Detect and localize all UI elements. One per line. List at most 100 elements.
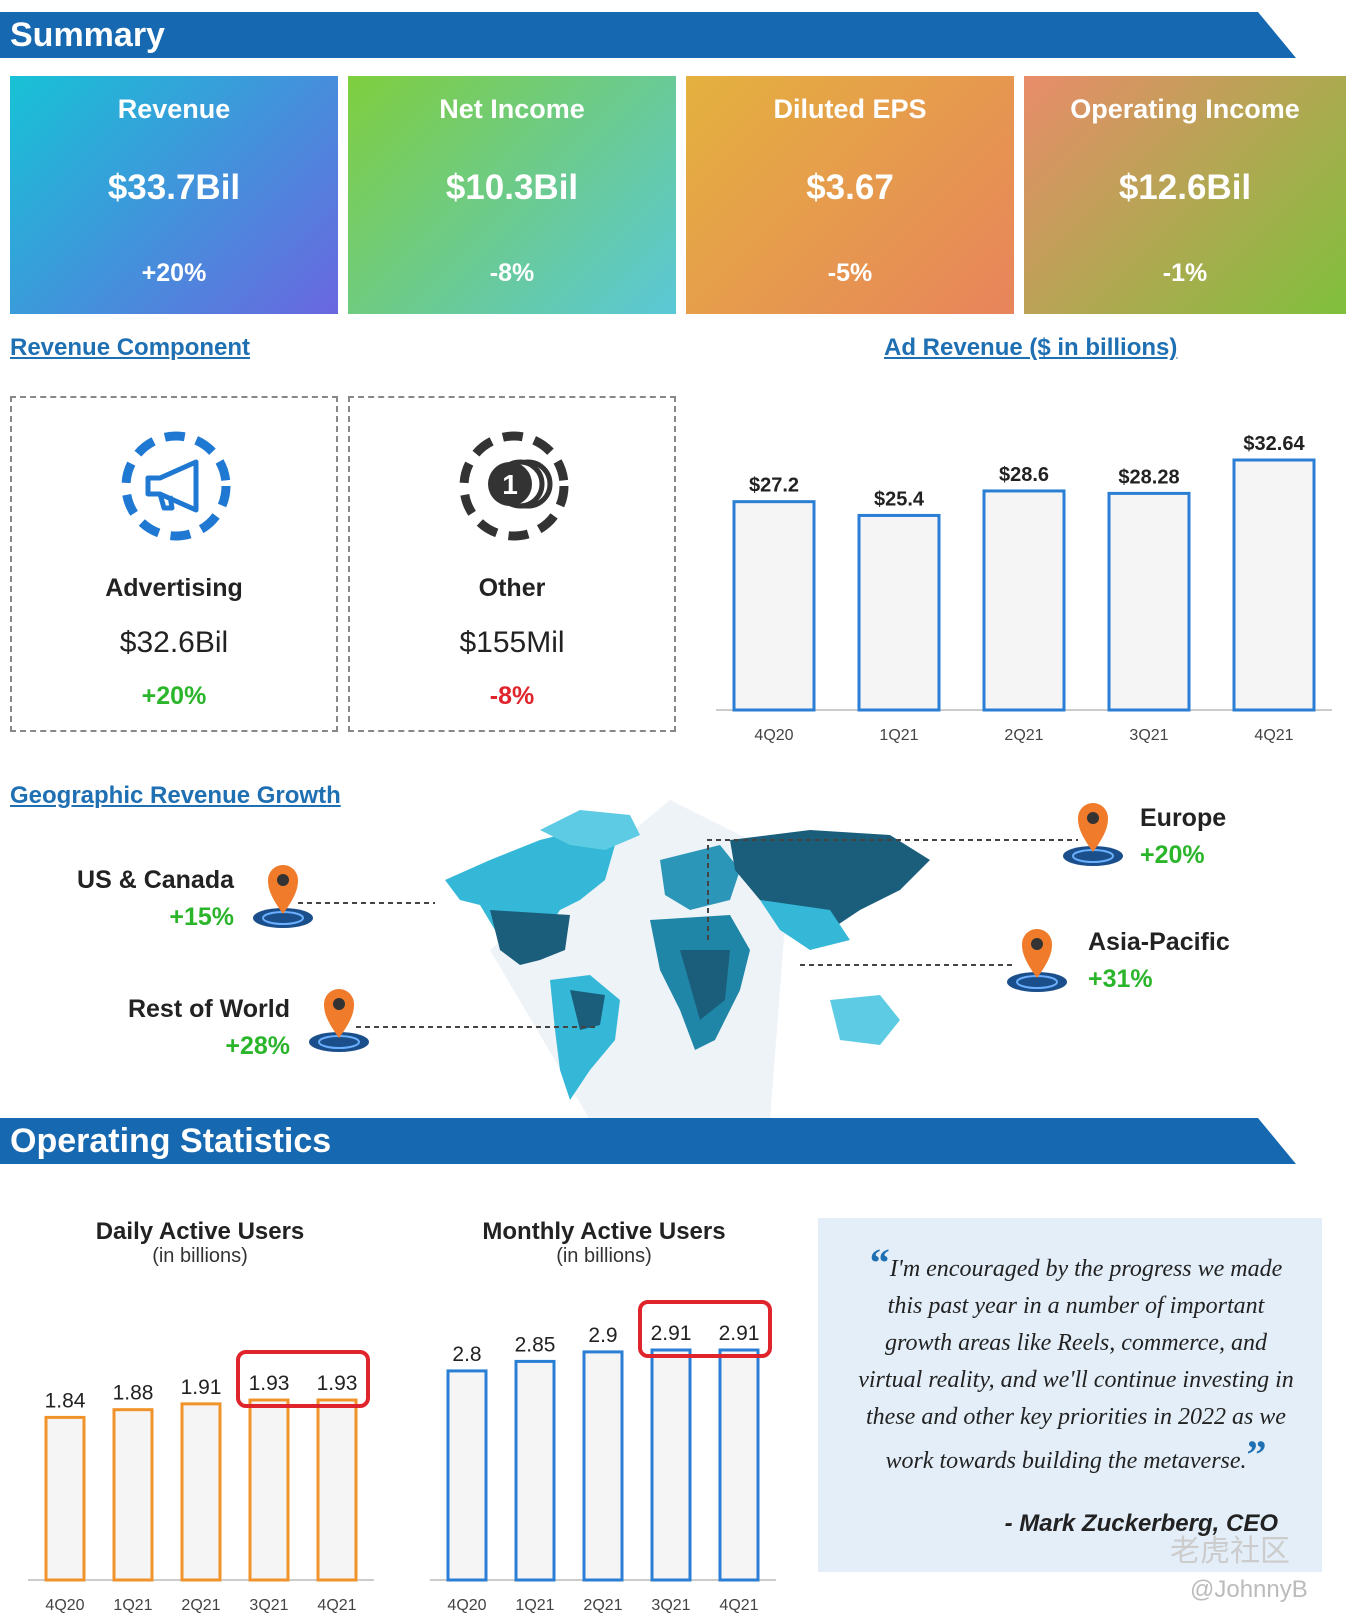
card-change: -8% (489, 259, 535, 287)
card-change: -1% (1162, 259, 1208, 287)
geo-revenue-link[interactable]: Geographic Revenue Growth (10, 782, 341, 809)
other-box: 1 Other $155Mil -8% (348, 396, 676, 732)
data-label: 2.8 (452, 1343, 481, 1366)
watermark-user: @JohnnyB (1190, 1576, 1308, 1603)
component-name: Other (478, 574, 546, 602)
data-label: $25.4 (874, 488, 925, 510)
region-name: US & Canada (77, 866, 234, 894)
summary-title: Summary (10, 16, 165, 54)
bar (446, 1369, 488, 1582)
region-asia-pacific: Asia-Pacific +31% (1088, 928, 1230, 994)
dau-subtitle: (in billions) (152, 1245, 248, 1267)
close-quote-icon: ” (1246, 1432, 1267, 1477)
card-label: Net Income (439, 94, 585, 124)
bar (718, 1348, 760, 1582)
data-label: $27.2 (749, 475, 799, 497)
quote-author: - Mark Zuckerberg, CEO (1004, 1510, 1278, 1537)
watermark-brand: 老虎社区 (1170, 1535, 1290, 1568)
tick-label: 4Q20 (754, 727, 793, 744)
megaphone-icon (121, 431, 231, 541)
ad-revenue-chart: $27.2 4Q20 $25.4 1Q21 $28.6 2Q21 $28.28 3Q21 $32… (716, 433, 1332, 744)
bar (650, 1348, 692, 1582)
mau-subtitle: (in billions) (556, 1245, 652, 1267)
operating-statistics-banner: Operating Statistics (0, 1118, 1300, 1166)
tick-label: 2Q21 (181, 1597, 220, 1614)
south-america-shape (550, 975, 620, 1100)
mau-title: Monthly Active Users (482, 1218, 726, 1245)
data-label: 2.91 (719, 1322, 760, 1345)
dau-chart: 1.84 4Q20 1.88 1Q21 1.91 2Q21 1.93 3Q21 1.93 4Q21 (28, 1350, 374, 1614)
card-change: +20% (141, 259, 207, 287)
tick-label: 1Q21 (879, 727, 918, 744)
revenue-component-link[interactable]: Revenue Component (10, 334, 251, 361)
tick-label: 4Q21 (317, 1597, 356, 1614)
revenue-card: Revenue $33.7Bil +20% (10, 76, 338, 314)
bar (982, 489, 1066, 712)
tick-label: 4Q21 (1254, 727, 1293, 744)
asia-shape (730, 830, 930, 950)
tick-label: 1Q21 (515, 1597, 554, 1614)
card-label: Revenue (117, 94, 231, 124)
tick-label: 2Q21 (583, 1597, 622, 1614)
region-change: +31% (1088, 965, 1153, 993)
card-label: Operating Income (1070, 94, 1300, 124)
location-pin-icon (309, 989, 369, 1052)
summary-banner: Summary (0, 12, 1300, 60)
highlight-box (638, 1300, 772, 1358)
svg-text:1: 1 (502, 469, 518, 500)
card-value: $10.3Bil (445, 168, 579, 207)
bar (857, 513, 941, 712)
bar (44, 1415, 86, 1582)
operating-statistics-title: Operating Statistics (10, 1122, 332, 1160)
component-change: +20% (141, 682, 207, 710)
region-change: +20% (1140, 841, 1205, 869)
ceo-quote-box: “I'm encouraged by the progress we made … (818, 1218, 1322, 1572)
data-label: 2.91 (651, 1322, 692, 1345)
highlight-box (236, 1350, 370, 1408)
open-quote-icon: “ (869, 1240, 890, 1285)
component-change: -8% (489, 682, 535, 710)
bar (732, 500, 816, 712)
region-name: Asia-Pacific (1088, 928, 1230, 956)
component-amount: $32.6Bil (119, 626, 229, 659)
location-pin-icon (1063, 803, 1123, 866)
bar (248, 1398, 290, 1582)
data-label: 1.88 (113, 1382, 154, 1405)
data-label: $28.28 (1118, 466, 1179, 488)
card-value: $33.7Bil (107, 168, 241, 207)
card-change: -5% (827, 259, 873, 287)
data-label: 2.9 (588, 1324, 617, 1347)
data-label: $28.6 (999, 464, 1049, 486)
region-europe: Europe +20% (1140, 804, 1226, 870)
component-name: Advertising (105, 574, 243, 602)
world-map (445, 800, 930, 1120)
location-pin-icon (1007, 929, 1067, 992)
component-amount: $155Mil (459, 626, 565, 659)
bar (1107, 491, 1191, 712)
ad-revenue-link[interactable]: Ad Revenue ($ in billions) (884, 334, 1178, 361)
bar (180, 1402, 222, 1582)
quote-body: I'm encouraged by the progress we made t… (858, 1256, 1294, 1474)
region-rest-of-world: Rest of World +28% (110, 995, 290, 1061)
mau-chart: 2.8 4Q20 2.85 1Q21 2.9 2Q21 2.91 3Q21 2.91 4Q21 (430, 1300, 776, 1614)
data-label: 2.85 (515, 1333, 556, 1356)
advertising-box: Advertising $32.6Bil +20% (10, 396, 338, 732)
region-change: +15% (169, 903, 234, 931)
data-label: 1.91 (181, 1376, 222, 1399)
tick-label: 4Q20 (45, 1597, 84, 1614)
tick-label: 3Q21 (1129, 727, 1168, 744)
bar (582, 1350, 624, 1582)
operating-income-card: Operating Income $12.6Bil -1% (1024, 76, 1346, 314)
bar (316, 1398, 358, 1582)
tick-label: 2Q21 (1004, 727, 1043, 744)
data-label: 1.84 (45, 1389, 86, 1412)
card-value: $3.67 (806, 168, 894, 207)
data-label: 1.93 (249, 1372, 290, 1395)
bar (514, 1359, 556, 1582)
bar (112, 1408, 154, 1582)
region-name: Rest of World (127, 995, 290, 1023)
north-america-shape (445, 810, 640, 965)
dau-title: Daily Active Users (95, 1218, 305, 1245)
europe-africa-shape (650, 845, 750, 1050)
tick-label: 4Q21 (719, 1597, 758, 1614)
